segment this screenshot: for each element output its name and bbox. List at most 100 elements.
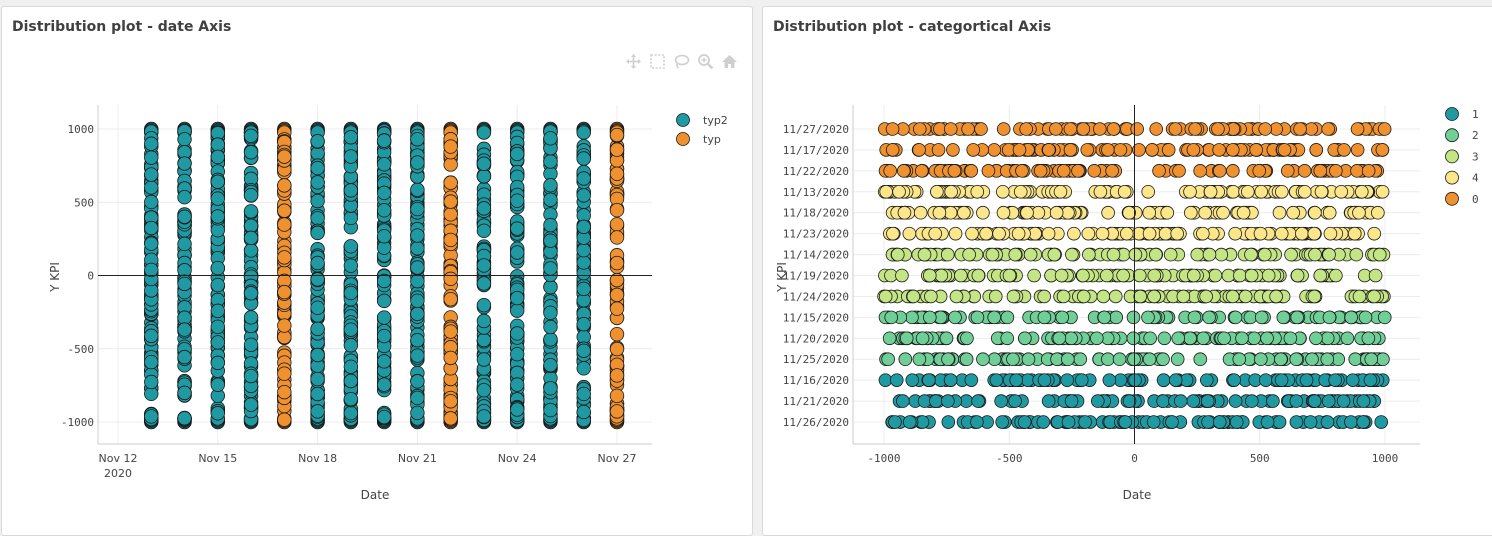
data-point[interactable] [1149,122,1163,136]
data-point[interactable] [243,368,259,384]
data-point[interactable] [1254,184,1269,199]
data-point[interactable] [1257,247,1272,262]
data-point[interactable] [410,201,425,217]
data-point[interactable] [576,361,591,376]
data-point[interactable] [1117,184,1132,199]
data-point[interactable] [543,357,558,373]
data-point[interactable] [1170,352,1185,367]
data-point[interactable] [576,404,591,420]
data-point[interactable] [1000,310,1015,325]
data-point[interactable] [922,268,937,283]
data-point[interactable] [543,319,558,335]
data-point[interactable] [476,313,492,329]
data-point[interactable] [906,289,921,304]
data-point[interactable] [929,394,943,408]
data-point[interactable] [144,194,159,210]
data-point[interactable] [1052,331,1067,346]
data-point[interactable] [917,247,932,262]
data-point[interactable] [144,409,159,424]
data-point[interactable] [1221,268,1236,283]
data-point[interactable] [1011,226,1026,241]
home-icon[interactable] [721,53,738,70]
data-point[interactable] [994,394,1008,408]
data-point[interactable] [310,193,325,209]
data-point[interactable] [310,160,325,176]
data-point[interactable] [1132,268,1147,283]
data-point[interactable] [376,229,392,244]
data-point[interactable] [476,223,492,239]
data-point[interactable] [210,355,226,371]
data-point[interactable] [1196,226,1210,241]
data-point[interactable] [1307,226,1322,241]
data-point[interactable] [210,260,226,276]
data-point[interactable] [1364,352,1379,367]
data-point[interactable] [1350,143,1365,157]
data-point[interactable] [1047,247,1062,262]
data-point[interactable] [960,331,974,346]
data-point[interactable] [931,143,946,157]
data-point[interactable] [915,164,929,178]
data-point[interactable] [932,205,947,220]
data-point[interactable] [1142,226,1157,241]
data-point[interactable] [1274,373,1289,387]
data-point[interactable] [1061,205,1075,220]
data-point[interactable] [376,377,392,392]
data-point[interactable] [899,331,914,346]
data-point[interactable] [243,204,259,219]
data-point[interactable] [1184,205,1198,220]
data-point[interactable] [1196,331,1211,346]
data-point[interactable] [1017,415,1032,429]
data-point[interactable] [243,187,259,203]
data-point[interactable] [962,247,976,262]
data-point[interactable] [1309,143,1324,157]
data-point[interactable] [1126,310,1141,325]
data-point[interactable] [896,394,910,408]
data-point[interactable] [1377,310,1392,325]
data-point[interactable] [1367,289,1381,304]
data-point[interactable] [609,341,625,357]
data-point[interactable] [1160,205,1175,220]
data-point[interactable] [1226,184,1241,199]
data-point[interactable] [885,143,900,157]
data-point[interactable] [902,226,917,241]
data-point[interactable] [376,273,392,289]
data-point[interactable] [1283,331,1298,346]
data-point[interactable] [443,411,458,426]
data-point[interactable] [1228,226,1243,241]
data-point[interactable] [310,211,325,226]
data-point[interactable] [543,154,558,169]
data-point[interactable] [1163,247,1178,262]
data-point[interactable] [1352,205,1366,220]
data-point[interactable] [892,184,906,199]
data-point[interactable] [1201,415,1215,429]
data-point[interactable] [987,352,1002,367]
data-point[interactable] [1293,122,1307,136]
data-point[interactable] [1208,268,1223,283]
data-point[interactable] [1156,352,1170,367]
data-point[interactable] [1356,394,1371,408]
data-point[interactable] [1171,331,1186,346]
data-point[interactable] [510,193,525,208]
data-point[interactable] [941,352,955,367]
data-point[interactable] [1056,289,1071,304]
data-point[interactable] [1320,331,1335,346]
data-point[interactable] [210,209,226,224]
data-point[interactable] [1320,352,1335,367]
data-point[interactable] [476,156,492,171]
data-point[interactable] [1145,143,1159,157]
data-point[interactable] [922,373,936,387]
data-point[interactable] [1337,143,1351,157]
data-point[interactable] [1328,373,1342,387]
move-icon[interactable] [625,53,642,70]
data-point[interactable] [243,310,259,325]
data-point[interactable] [1188,122,1202,136]
data-point[interactable] [609,217,625,232]
data-point[interactable] [1249,143,1263,157]
data-point[interactable] [1236,205,1251,220]
data-point[interactable] [885,122,900,136]
data-point[interactable] [410,333,425,348]
data-point[interactable] [1211,122,1225,136]
data-point[interactable] [1216,205,1230,220]
data-point[interactable] [1122,205,1136,220]
data-point[interactable] [1334,184,1349,199]
